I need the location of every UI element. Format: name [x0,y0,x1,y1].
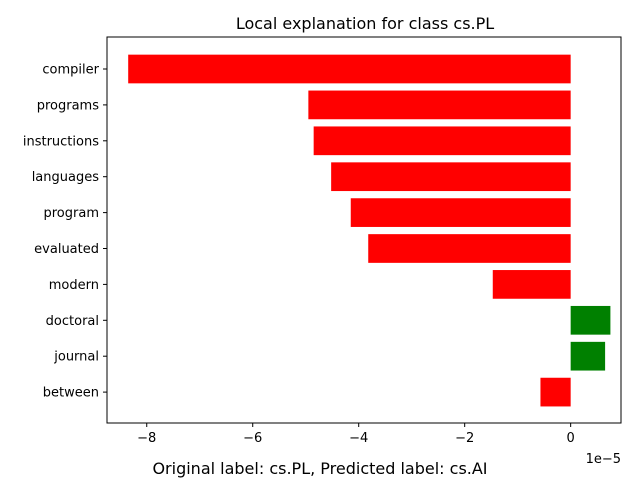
bar-doctoral [570,305,611,335]
x-tick-label: −8 [137,431,156,446]
x-tick-label: −4 [349,431,368,446]
y-tick-label: doctoral [46,314,99,329]
x-tick-label: −6 [243,431,262,446]
x-tick-label: 0 [567,431,575,446]
bar-program [350,198,571,227]
bar-programs [308,90,571,120]
bar-languages [331,162,571,192]
y-axis-ticks: compiler programs instructions languages pro… [23,63,107,401]
y-tick-label: journal [53,350,99,365]
y-tick-label: languages [32,170,100,185]
bars [128,54,611,407]
bar-journal [570,341,606,371]
y-tick-label: between [43,386,99,401]
chart-title: Local explanation for class cs.PL [236,14,494,33]
y-tick-label: instructions [23,134,99,149]
y-tick-label: programs [37,98,99,113]
y-tick-label: evaluated [34,242,99,257]
bar-compiler [128,54,571,84]
plot-frame [106,36,622,424]
bar-between [540,377,571,407]
x-tick-label: −2 [455,431,474,446]
bar-modern [492,270,571,299]
y-tick-label: modern [49,278,99,293]
x-axis-ticks: −8 −6 −4 −2 0 [137,423,575,446]
y-tick-label: compiler [42,63,99,78]
x-axis-label: Original label: cs.PL, Predicted label: … [152,459,487,478]
bar-evaluated [368,234,571,263]
bar-instructions [313,126,571,156]
x-axis-scale-label: 1e−5 [586,452,621,467]
y-tick-label: program [44,206,100,221]
